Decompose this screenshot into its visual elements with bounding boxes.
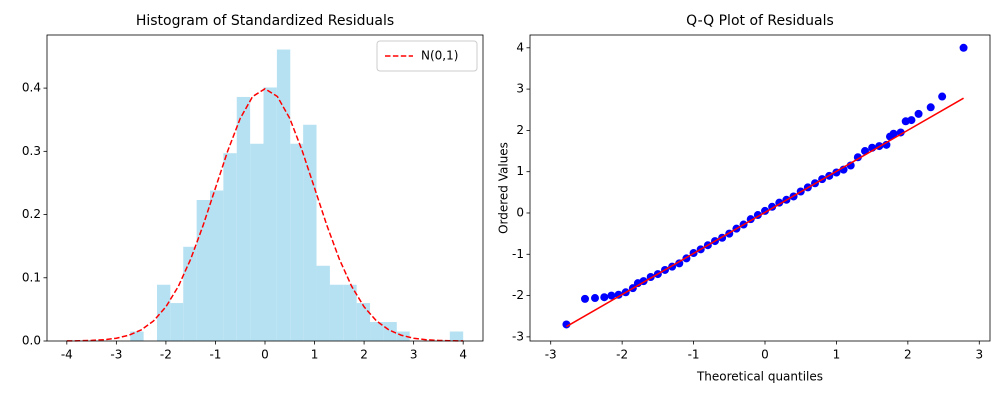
x-tick-label: 1: [311, 348, 319, 362]
point: [581, 294, 589, 303]
bar: [263, 87, 277, 341]
bar: [236, 96, 251, 341]
y-tick-label: -3: [512, 329, 524, 343]
x-tick-label: 3: [975, 348, 983, 362]
y-tick-label: 0.3: [22, 144, 41, 158]
point: [591, 294, 599, 303]
x-tick-label: 1: [833, 348, 841, 362]
point: [607, 291, 616, 300]
bar: [250, 143, 264, 341]
plot-frame: [529, 34, 991, 342]
bar: [156, 284, 171, 341]
legend-box: [376, 40, 478, 72]
y-tick-label: 2: [516, 123, 524, 137]
x-tick-label: 4: [459, 348, 467, 362]
point: [889, 129, 898, 138]
bar: [370, 322, 384, 341]
x-tick-label: 0: [261, 348, 269, 362]
x-tick-label: -3: [110, 348, 122, 362]
point: [938, 92, 947, 101]
point: [907, 116, 916, 125]
bar: [316, 265, 330, 341]
bar: [303, 124, 317, 342]
x-tick-label: -2: [160, 348, 172, 362]
y-tick-label: 0: [516, 205, 524, 219]
x-tick-label: 2: [360, 348, 368, 362]
bar: [449, 331, 464, 341]
series-line: [566, 97, 964, 328]
bar: [329, 284, 344, 341]
point: [562, 320, 571, 329]
bar: [183, 246, 197, 341]
point: [614, 290, 623, 299]
x-tick-label: 3: [410, 348, 418, 362]
bar: [356, 303, 371, 341]
bar: [196, 200, 211, 341]
y-axis-label: Ordered Values: [497, 142, 511, 234]
y-tick-label: 1: [516, 164, 524, 178]
point: [600, 293, 609, 302]
series-line: [66, 87, 464, 342]
x-tick-label: 0: [761, 348, 769, 362]
bar: [276, 49, 291, 341]
chart-title: Histogram of Standardized Residuals: [136, 13, 394, 29]
legend-label: N(0,1): [421, 49, 458, 63]
y-tick-label: 4: [516, 40, 524, 54]
bar: [223, 153, 237, 341]
y-tick-label: 0.4: [22, 81, 41, 95]
x-axis-label: Theoretical quantiles: [696, 370, 823, 384]
x-tick-label: 2: [904, 348, 912, 362]
subplot: Q-Q Plot of Residuals Theoretical quantil…: [497, 13, 991, 384]
bar: [170, 303, 184, 341]
x-tick-label: -3: [545, 348, 557, 362]
y-tick-label: 0.2: [22, 207, 41, 221]
subplot: Histogram of Standardized Residuals -4 -3 -…: [22, 13, 484, 362]
bar: [383, 322, 397, 341]
bar: [290, 143, 304, 341]
x-tick-label: -4: [61, 348, 73, 362]
x-tick-label: -1: [209, 348, 221, 362]
y-tick-label: 0.1: [22, 270, 41, 284]
y-tick-label: 3: [516, 82, 524, 96]
chart-title: Q-Q Plot of Residuals: [686, 13, 834, 29]
point: [926, 103, 935, 112]
bar: [130, 331, 144, 341]
point: [853, 153, 862, 162]
point: [959, 43, 968, 52]
point: [914, 109, 923, 118]
x-tick-label: -1: [688, 348, 700, 362]
point: [896, 128, 905, 137]
y-tick-label: -2: [512, 288, 524, 302]
bar: [343, 284, 357, 341]
y-tick-label: -1: [512, 247, 524, 261]
y-tick-label: 0.0: [22, 334, 41, 348]
bar: [210, 190, 224, 341]
x-tick-label: -2: [616, 348, 628, 362]
